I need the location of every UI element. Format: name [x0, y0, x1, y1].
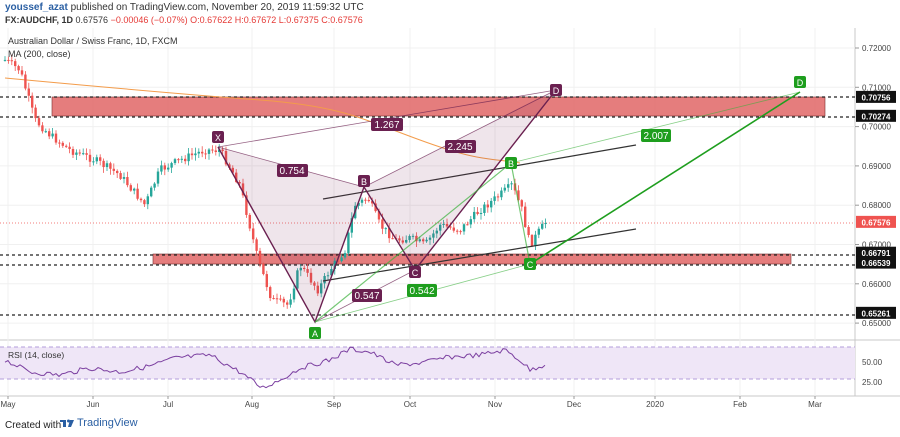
tradingview-icon: [60, 419, 74, 427]
point-c: C: [412, 268, 419, 278]
price-label-text: 0.65261: [862, 309, 891, 318]
price-tick: 0.68000: [862, 201, 891, 210]
ratio-label-xb: 0.754: [279, 166, 304, 177]
price-label-box: [856, 256, 896, 269]
chart-legend: Australian Dollar / Swiss Franc, 1D, FXC…: [8, 35, 178, 61]
author-link[interactable]: youssef_azat: [5, 2, 68, 13]
ratio-label-green-bd: 2.007: [643, 131, 668, 142]
rsi-tick-50: 50.00: [862, 358, 883, 367]
point-green-d: D: [797, 78, 804, 88]
upper-channel-line[interactable]: [322, 144, 637, 200]
time-tick: Jun: [87, 400, 100, 409]
rsi-legend[interactable]: RSI (14, close): [8, 350, 65, 360]
time-tick: Nov: [488, 400, 502, 409]
time-tick: Sep: [327, 400, 342, 409]
legend-ma[interactable]: MA (200, close): [8, 49, 71, 59]
point-d: D: [553, 86, 560, 96]
brand-label: TradingView: [77, 417, 138, 429]
ratio-labels: 1.267 0.754 2.245 0.547 2.007 0.542: [277, 118, 671, 302]
symbol-label: FX:AUDCHF, 1D: [5, 15, 74, 25]
price-label-text: 0.66539: [862, 259, 891, 268]
ratio-label-ac: 0.547: [354, 291, 379, 302]
lower-channel-line[interactable]: [322, 228, 637, 282]
demand-zone[interactable]: [152, 253, 792, 265]
ohlc-values: O:0.67622 H:0.67672 L:0.67375 C:0.67576: [190, 15, 363, 25]
point-markers: X B C D A B C D: [212, 76, 806, 339]
price-tick: 0.72000: [862, 44, 891, 53]
point-a: A: [312, 329, 318, 339]
rsi-tick-25: 25.00: [862, 378, 883, 387]
price-label-box: [856, 215, 896, 228]
time-tick: 2020: [646, 400, 664, 409]
point-b: B: [361, 177, 367, 187]
time-tick: Aug: [245, 400, 259, 409]
rsi-line: [4, 346, 546, 389]
price-label-box: [856, 109, 896, 122]
rsi-band: [0, 347, 855, 379]
symbol-info: FX:AUDCHF, 1D 0.67576 −0.00046 (−0.07%) …: [5, 15, 363, 25]
price-tick: 0.69000: [862, 162, 891, 171]
time-tick: Jul: [163, 400, 173, 409]
price-label-box: [856, 306, 896, 319]
price-tick: 0.67000: [862, 241, 891, 250]
point-green-b: B: [508, 159, 514, 169]
point-green-c: C: [527, 260, 534, 270]
price-tick: 0.71000: [862, 83, 891, 92]
supply-zone[interactable]: [51, 96, 826, 117]
published-text: published on TradingView.com, November 2…: [70, 2, 364, 13]
legend-title: Australian Dollar / Swiss Franc, 1D, FXC…: [8, 36, 178, 46]
time-tick: Feb: [733, 400, 747, 409]
point-x: X: [215, 133, 221, 143]
price-label-text: 0.67576: [862, 218, 891, 227]
price-label-text: 0.70756: [862, 93, 891, 102]
price-change: −0.00046 (−0.07%): [110, 15, 188, 25]
price-tick: 0.66000: [862, 280, 891, 289]
ma-200-line: [4, 77, 521, 164]
time-tick: Dec: [567, 400, 581, 409]
time-tick: Mar: [808, 400, 822, 409]
price-label-text: 0.70274: [862, 112, 891, 121]
ratio-label-green-ac: 0.542: [409, 286, 434, 297]
chart-header: youssef_azat published on TradingView.co…: [0, 0, 900, 28]
footer: Created with TradingView: [0, 414, 900, 437]
publish-info: youssef_azat published on TradingView.co…: [5, 2, 364, 13]
price-label-box: [856, 90, 896, 103]
time-tick: Oct: [404, 400, 417, 409]
price-tick: 0.65000: [862, 319, 891, 328]
created-with-text: Created with: [5, 420, 62, 431]
ratio-label-bd: 2.245: [447, 142, 472, 153]
price-label-text: 0.66791: [862, 249, 891, 258]
tradingview-logo[interactable]: TradingView: [60, 417, 138, 429]
price-chart[interactable]: 1.267 0.754 2.245 0.547 2.007 0.542 X B …: [0, 28, 900, 414]
price-label-box: [856, 246, 896, 259]
last-price: 0.67576: [75, 15, 109, 25]
ratio-label-xd: 1.267: [374, 120, 399, 131]
time-tick: May: [0, 400, 15, 409]
price-tick: 0.70000: [862, 123, 891, 132]
